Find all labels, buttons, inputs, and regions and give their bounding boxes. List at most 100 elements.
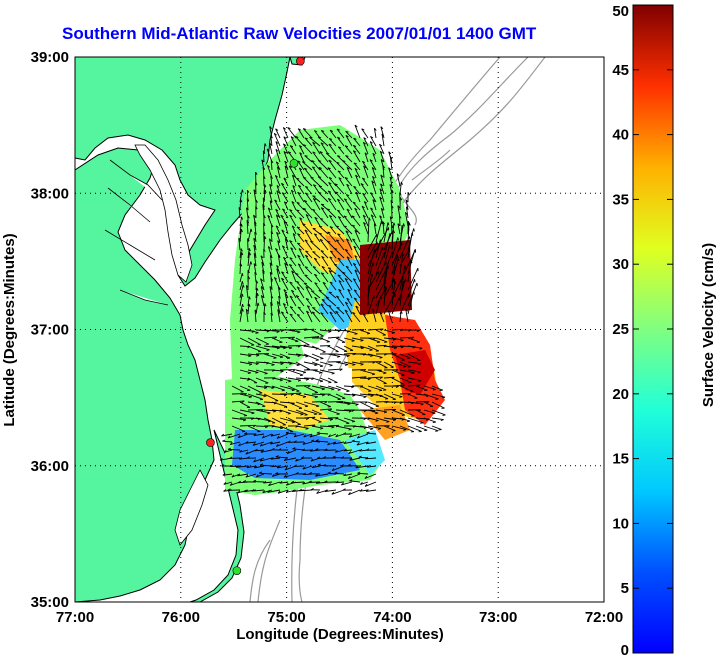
velocity-arrow bbox=[311, 425, 324, 429]
velocity-arrow-head bbox=[346, 238, 350, 241]
velocity-arrow-head bbox=[318, 159, 322, 162]
velocity-arrow bbox=[343, 401, 359, 405]
velocity-arrow bbox=[380, 183, 385, 195]
colorbar-tick-label: 40 bbox=[612, 127, 629, 144]
velocity-arrow-head bbox=[400, 339, 404, 342]
velocity-arrow-head bbox=[271, 224, 274, 228]
velocity-arrow bbox=[270, 231, 273, 243]
velocity-arrow-head bbox=[353, 278, 357, 281]
velocity-arrow bbox=[283, 136, 289, 147]
velocity-arrow bbox=[247, 377, 258, 384]
velocity-arrow bbox=[375, 337, 388, 343]
velocity-arrow bbox=[328, 143, 337, 155]
velocity-arrow bbox=[391, 393, 403, 398]
velocity-arrow-head bbox=[435, 430, 439, 432]
velocity-arrow-head bbox=[315, 448, 319, 451]
velocity-arrow-head bbox=[305, 250, 309, 253]
y-tick-label: 37:00 bbox=[31, 322, 69, 339]
velocity-arrow bbox=[246, 198, 249, 211]
velocity-arrow bbox=[415, 425, 428, 431]
velocity-arrow bbox=[373, 128, 377, 139]
velocity-arrow-head bbox=[279, 427, 284, 430]
velocity-arrow bbox=[239, 385, 251, 391]
velocity-arrow-head bbox=[402, 280, 405, 284]
velocity-arrow bbox=[407, 291, 415, 315]
velocity-arrow-head bbox=[241, 293, 244, 297]
velocity-arrow-head bbox=[397, 223, 401, 227]
velocity-arrow-head bbox=[387, 222, 390, 226]
velocity-arrow bbox=[399, 369, 415, 374]
velocity-arrow-head bbox=[314, 364, 318, 367]
velocity-arrow-head bbox=[347, 403, 351, 406]
velocity-arrow-head bbox=[402, 253, 405, 257]
velocity-arrow-head bbox=[343, 215, 347, 218]
chart-title: Southern Mid-Atlantic Raw Velocities 200… bbox=[62, 24, 537, 43]
velocity-arrow-head bbox=[260, 278, 264, 282]
velocity-arrow-head bbox=[432, 421, 436, 424]
velocity-arrow bbox=[391, 377, 404, 385]
velocity-arrow bbox=[291, 270, 297, 283]
velocity-arrow-head bbox=[245, 451, 249, 455]
velocity-arrow bbox=[282, 303, 289, 315]
velocity-arrow-head bbox=[299, 152, 303, 155]
velocity-arrow-head bbox=[263, 176, 266, 180]
velocity-arrow-head bbox=[379, 357, 383, 359]
velocity-arrow bbox=[302, 465, 313, 470]
velocity-arrow bbox=[312, 307, 321, 315]
velocity-arrow-head bbox=[371, 273, 374, 277]
velocity-arrow-head bbox=[227, 447, 231, 450]
velocity-arrow bbox=[296, 177, 305, 187]
velocity-arrow bbox=[343, 441, 353, 444]
velocity-arrow-head bbox=[332, 455, 336, 458]
velocity-arrow-head bbox=[374, 248, 376, 253]
velocity-arrow bbox=[317, 176, 329, 187]
velocity-arrow bbox=[399, 310, 402, 323]
velocity-arrow bbox=[303, 416, 316, 419]
velocity-arrow bbox=[354, 207, 361, 219]
velocity-arrow bbox=[263, 236, 266, 251]
velocity-arrow bbox=[270, 441, 281, 445]
velocity-arrow-head bbox=[400, 181, 403, 185]
velocity-arrow bbox=[279, 425, 294, 433]
velocity-arrow-head bbox=[389, 245, 391, 249]
velocity-arrow-head bbox=[303, 144, 307, 146]
velocity-arrow-head bbox=[277, 309, 281, 313]
velocity-arrow-head bbox=[264, 372, 268, 375]
velocity-arrow bbox=[254, 272, 257, 283]
velocity-arrow-head bbox=[289, 263, 293, 267]
velocity-arrow bbox=[367, 425, 382, 429]
velocity-arrow-head bbox=[328, 304, 332, 307]
velocity-arrow bbox=[263, 353, 277, 359]
velocity-arrow-head bbox=[406, 420, 411, 423]
velocity-arrow bbox=[399, 409, 415, 417]
velocity-arrow-head bbox=[262, 197, 266, 201]
velocity-arrow bbox=[344, 177, 353, 187]
colorbar-label: Surface Velocity (cm/s) bbox=[700, 243, 717, 407]
velocity-arrow-head bbox=[347, 463, 351, 467]
velocity-arrow bbox=[239, 337, 255, 346]
velocity-arrow bbox=[362, 214, 369, 227]
velocity-arrow bbox=[239, 216, 243, 227]
velocity-arrow bbox=[382, 221, 385, 235]
velocity-arrow-head bbox=[271, 464, 275, 468]
velocity-arrow bbox=[359, 329, 371, 334]
velocity-arrow-head bbox=[254, 272, 257, 276]
velocity-arrow-head bbox=[320, 312, 324, 315]
velocity-arrow bbox=[316, 432, 329, 435]
velocity-arrow bbox=[289, 306, 297, 315]
velocity-arrow bbox=[407, 337, 421, 343]
velocity-arrow bbox=[239, 393, 252, 398]
velocity-arrow bbox=[335, 425, 352, 430]
velocity-arrow-head bbox=[312, 208, 316, 211]
velocity-arrow-head bbox=[324, 401, 328, 404]
velocity-arrow bbox=[255, 293, 258, 307]
velocity-arrow bbox=[327, 393, 341, 400]
y-tick-label: 39:00 bbox=[31, 49, 69, 66]
velocity-arrow-head bbox=[331, 388, 335, 391]
velocity-arrow bbox=[279, 417, 296, 423]
velocity-arrow bbox=[263, 481, 273, 484]
velocity-arrow-head bbox=[302, 448, 306, 451]
velocity-arrow bbox=[327, 345, 339, 353]
velocity-arrow bbox=[275, 141, 281, 155]
velocity-arrow bbox=[327, 472, 337, 475]
